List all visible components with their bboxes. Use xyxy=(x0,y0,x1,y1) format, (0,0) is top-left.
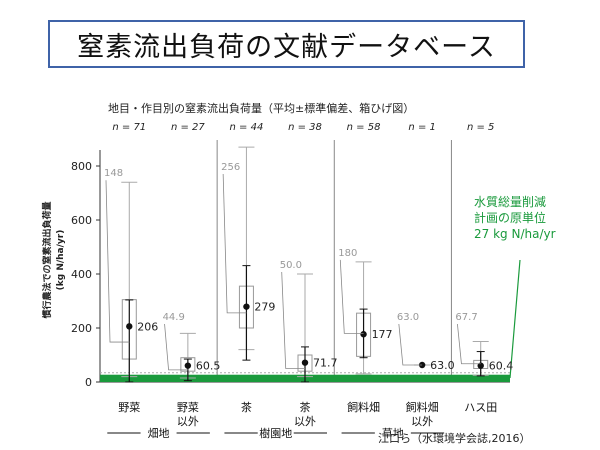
category-label: ハス田 xyxy=(464,401,497,414)
n-count-label: n = 38 xyxy=(288,122,322,133)
median-value-label: 279 xyxy=(254,301,275,314)
y-tick-label: 400 xyxy=(71,268,92,281)
mean-value-label: 44.9 xyxy=(163,312,185,323)
category-sub-label: 以外 xyxy=(177,415,199,428)
group-label: 草地 xyxy=(382,427,404,440)
median-value-label: 60.4 xyxy=(489,360,514,373)
y-axis-label: 慣行農法での窒素流出負荷量 xyxy=(41,201,53,319)
reference-label-line: 27 kg N/ha/yr xyxy=(474,227,556,241)
category-label: 野菜 xyxy=(177,401,199,414)
category-label: 茶 xyxy=(241,401,252,414)
category-label: 茶 xyxy=(300,401,311,414)
source-citation: 江口ら（水環境学会誌,2016） xyxy=(378,431,531,445)
n-count-label: n = 44 xyxy=(230,122,264,133)
mean-leader-line xyxy=(164,323,188,371)
mean-leader-line xyxy=(222,173,247,314)
n-count-label: n = 5 xyxy=(467,122,494,133)
median-point xyxy=(126,323,133,330)
y-tick-label: 200 xyxy=(71,322,92,335)
category-label: 飼料畑 xyxy=(406,400,439,414)
group-label: 畑地 xyxy=(148,427,170,440)
median-point xyxy=(243,303,250,310)
mean-value-label: 67.7 xyxy=(455,312,477,323)
mean-value-label: 256 xyxy=(221,162,240,173)
n-count-label: n = 27 xyxy=(171,122,205,133)
median-point xyxy=(301,359,309,366)
category-sub-label: 以外 xyxy=(411,415,433,428)
reference-label-line: 計画の原単位 xyxy=(474,210,546,225)
reference-label-line: 水質総量削減 xyxy=(474,194,546,209)
median-value-label: 177 xyxy=(372,328,393,341)
category-sub-label: 以外 xyxy=(294,415,316,428)
mean-value-label: 63.0 xyxy=(397,312,419,323)
median-value-label: 63.0 xyxy=(430,359,455,372)
mean-value-label: 180 xyxy=(338,248,357,259)
mean-value-label: 50.0 xyxy=(280,260,302,271)
median-point xyxy=(360,331,367,338)
mean-leader-line xyxy=(281,271,305,369)
n-count-label: n = 58 xyxy=(347,122,381,133)
category-label: 飼料畑 xyxy=(347,400,380,414)
mean-leader-line xyxy=(398,323,423,366)
slide-title: 窒素流出負荷の文献データベース xyxy=(48,20,525,68)
y-axis-unit: (kg N/ha/yr) xyxy=(56,230,66,291)
reference-callout-line xyxy=(509,259,521,379)
median-value-label: 71.7 xyxy=(313,357,338,370)
median-value-label: 206 xyxy=(137,320,158,333)
chart-title: 地目・作目別の窒素流出負荷量（平均±標準偏差、箱ひげ図） xyxy=(108,101,414,115)
group-label: 樹園地 xyxy=(259,427,292,440)
mean-leader-line xyxy=(339,259,364,334)
n-count-label: n = 71 xyxy=(112,122,146,133)
n-count-label: n = 1 xyxy=(408,122,435,133)
median-value-label: 60.5 xyxy=(196,360,221,373)
mean-value-label: 148 xyxy=(104,168,123,179)
median-point xyxy=(184,362,192,369)
y-tick-label: 800 xyxy=(71,160,92,173)
y-tick-label: 600 xyxy=(71,214,92,227)
mean-leader-line xyxy=(457,323,481,365)
category-label: 野菜 xyxy=(118,401,140,414)
mean-leader-line xyxy=(105,180,130,343)
y-tick-label: 0 xyxy=(85,376,92,389)
